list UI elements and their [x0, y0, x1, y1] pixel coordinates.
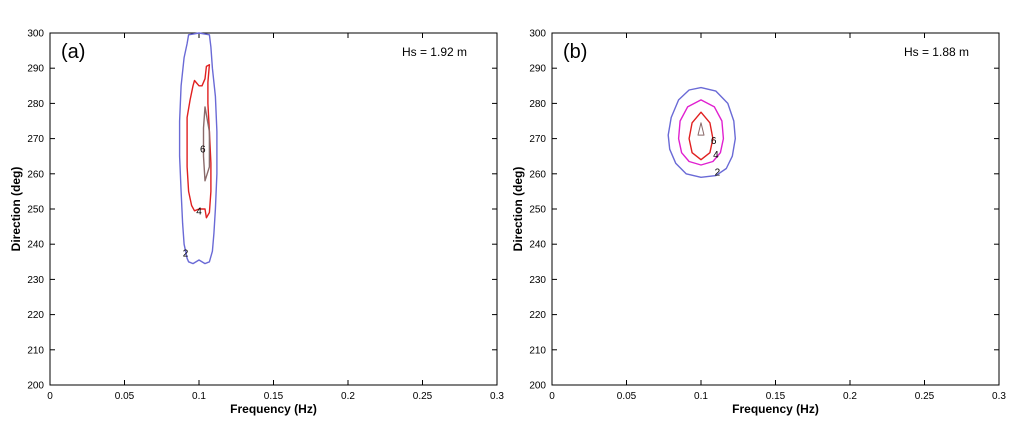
contour-label: 2	[183, 249, 189, 260]
x-tick-label: 0.2	[341, 391, 355, 402]
chart-panel-b: 0 0.05 0.1 0.15 0.2 0.25 0.3 200 210 220 230 240 250…	[511, 29, 1006, 417]
contour-line-2	[667, 86, 736, 179]
x-tick-label: 0.1	[192, 391, 206, 402]
y-tick-label: 200	[27, 381, 44, 392]
x-tick-label: 0.05	[115, 391, 135, 402]
y-tick-label: 210	[529, 345, 546, 356]
x-tick-label: 0.3	[490, 391, 504, 402]
y-tick-label: 210	[27, 345, 44, 356]
y-tick-label: 290	[27, 64, 44, 75]
contour-label: 4	[713, 150, 719, 161]
contour-label: 6	[711, 136, 717, 147]
x-tick-label: 0.15	[264, 391, 284, 402]
x-axis-label: Frequency (Hz)	[732, 402, 819, 416]
y-tick-label: 220	[27, 310, 44, 321]
contour-line-2	[178, 32, 218, 265]
x-tick-label: 0	[549, 391, 555, 402]
contour-line-inner	[697, 122, 705, 136]
plot-area	[49, 32, 498, 386]
y-tick-label: 250	[27, 205, 44, 216]
plot-area	[551, 32, 1000, 386]
y-tick-label: 260	[529, 169, 546, 180]
hs-annotation: Hs = 1.92 m	[402, 45, 467, 59]
x-tick-label: 0.25	[413, 391, 433, 402]
x-axis-label: Frequency (Hz)	[230, 402, 317, 416]
x-tick-label: 0.05	[617, 391, 637, 402]
y-tick-label: 280	[529, 99, 546, 110]
contour-line-6	[688, 111, 714, 161]
chart-panel-a: 0 0.05 0.1 0.15 0.2 0.25 0.3 200 210 220 230 240 250…	[9, 29, 504, 417]
panel-label: (b)	[563, 41, 587, 63]
y-axis-label: Direction (deg)	[511, 167, 525, 252]
contour-label: 2	[715, 168, 721, 179]
x-tick-label: 0	[47, 391, 53, 402]
y-tick-label: 220	[529, 310, 546, 321]
y-tick-label: 240	[529, 240, 546, 251]
x-tick-label: 0.2	[843, 391, 857, 402]
panel-label: (a)	[61, 41, 85, 63]
contour-line-4	[186, 63, 212, 219]
y-tick-label: 260	[27, 169, 44, 180]
contour-label: 4	[196, 206, 202, 217]
contour-line-6	[202, 106, 211, 182]
x-tick-label: 0.25	[915, 391, 935, 402]
x-tick-label: 0.15	[766, 391, 786, 402]
hs-annotation: Hs = 1.88 m	[904, 45, 969, 59]
y-tick-label: 230	[529, 275, 546, 286]
x-tick-label: 0.3	[992, 391, 1006, 402]
y-tick-label: 270	[529, 134, 546, 145]
contour-line-4	[677, 99, 725, 166]
contour-label: 6	[200, 145, 206, 156]
y-tick-label: 240	[27, 240, 44, 251]
y-tick-label: 270	[27, 134, 44, 145]
y-axis-label: Direction (deg)	[9, 167, 23, 252]
x-tick-label: 0.1	[694, 391, 708, 402]
y-tick-label: 200	[529, 381, 546, 392]
y-tick-label: 230	[27, 275, 44, 286]
y-tick-label: 290	[529, 64, 546, 75]
y-tick-label: 300	[27, 29, 44, 40]
y-tick-label: 280	[27, 99, 44, 110]
y-tick-label: 300	[529, 29, 546, 40]
y-tick-label: 250	[529, 205, 546, 216]
